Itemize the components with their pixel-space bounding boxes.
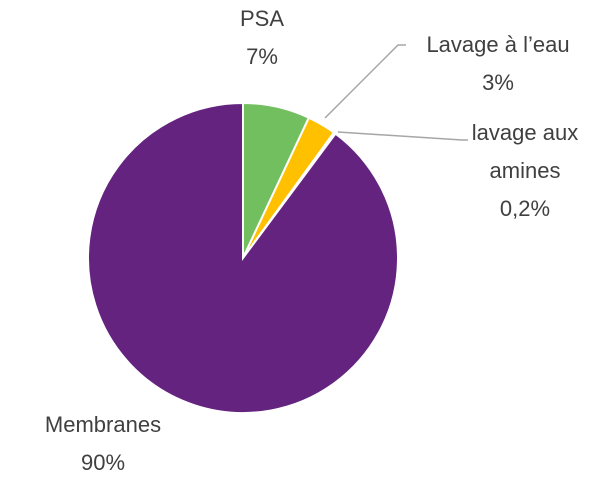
data-label: Membranes 90% — [28, 406, 178, 477]
leader-line — [337, 131, 468, 141]
value-label: 0,2% — [499, 196, 551, 221]
category-name: Lavage à l’eau — [426, 32, 570, 57]
value-label: 3% — [482, 70, 514, 95]
category-name: lavage aux amines — [471, 120, 579, 183]
data-label: Lavage à l’eau 3% — [423, 26, 573, 102]
pie-slice — [87, 101, 399, 414]
category-name: Membranes — [44, 412, 162, 437]
value-label: 90% — [80, 450, 126, 475]
value-label: 7% — [246, 44, 278, 69]
data-label: PSA 7% — [187, 0, 337, 76]
data-label: lavage aux amines 0,2% — [460, 114, 590, 228]
category-name: PSA — [239, 6, 285, 31]
leader-line — [324, 44, 406, 119]
